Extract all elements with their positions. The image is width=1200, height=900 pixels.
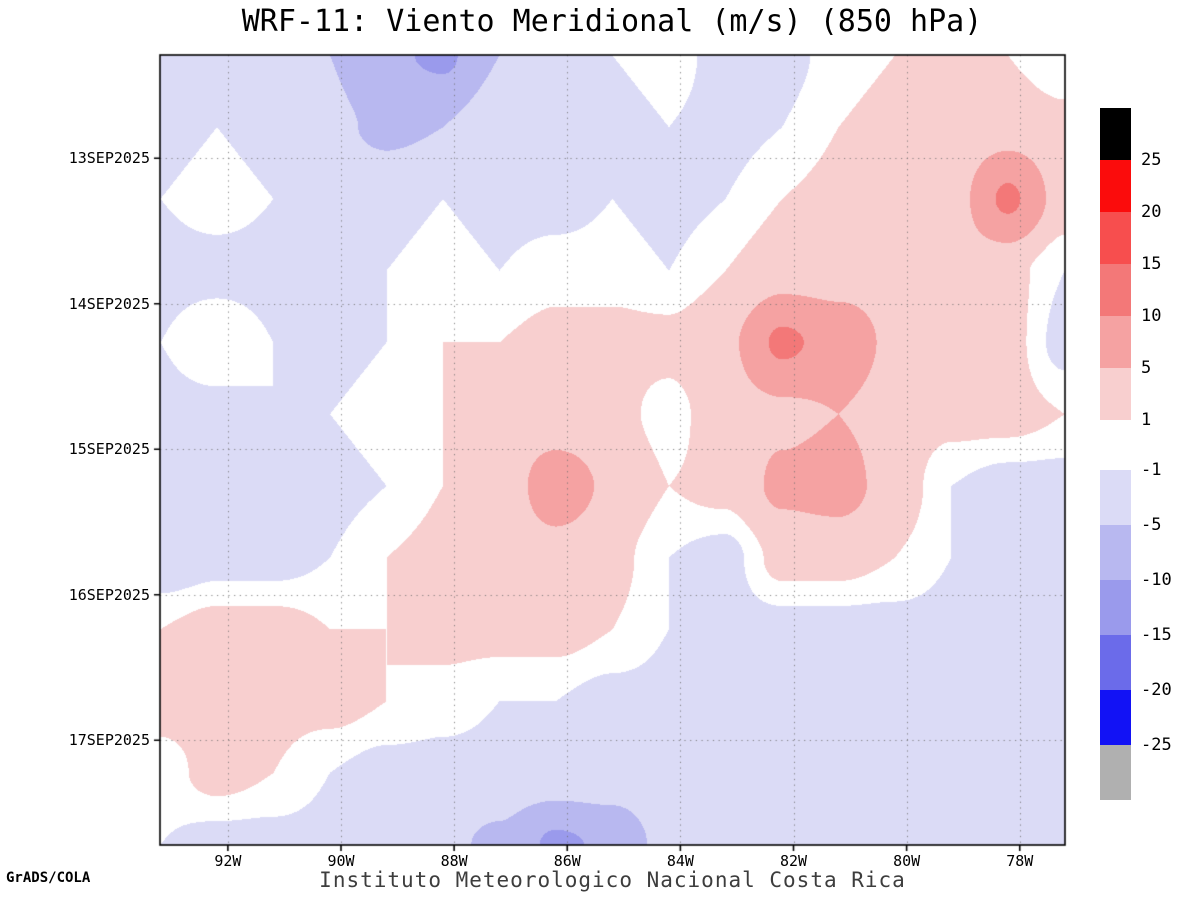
legend-colorbox [1100, 580, 1131, 635]
legend-label: -15 [1141, 625, 1172, 645]
y-tick-label: 15SEP2025 [68, 440, 150, 459]
legend-colorbox [1100, 635, 1131, 690]
legend-label: 15 [1141, 254, 1162, 274]
legend-label: 10 [1141, 306, 1162, 326]
legend-colorbox [1100, 160, 1131, 212]
y-tick-label: 13SEP2025 [68, 149, 150, 168]
y-tick-label: 17SEP2025 [68, 731, 150, 750]
grads-credit-label: GrADS/COLA [6, 870, 91, 886]
y-tick-label: 14SEP2025 [68, 294, 150, 313]
x-tick-label: 78W [1006, 852, 1034, 870]
legend-label: -25 [1141, 735, 1172, 755]
legend-label: -20 [1141, 680, 1172, 700]
x-tick-label: 90W [327, 852, 355, 870]
legend-colorbox [1100, 368, 1131, 420]
legend-label: 20 [1141, 202, 1162, 222]
legend-colorbox [1100, 745, 1131, 800]
legend-label: -5 [1141, 515, 1162, 535]
legend-label: 5 [1141, 358, 1152, 378]
legend-label: 25 [1141, 150, 1162, 170]
legend-label: -1 [1141, 460, 1162, 480]
y-tick-label: 16SEP2025 [68, 585, 150, 604]
chart-title: WRF-11: Viento Meridional (m/s) (850 hPa… [241, 4, 983, 39]
legend-colorbox [1100, 690, 1131, 745]
x-tick-label: 92W [214, 852, 242, 870]
legend-colorbox [1100, 212, 1131, 264]
legend-colorbox [1100, 264, 1131, 316]
legend-colorbox [1100, 316, 1131, 368]
legend-colorbox [1100, 108, 1131, 160]
x-tick-label: 88W [440, 852, 468, 870]
x-tick-label: 86W [553, 852, 581, 870]
legend-colorbox [1100, 525, 1131, 580]
legend-colorbox [1100, 470, 1131, 525]
legend-label: 1 [1141, 410, 1152, 430]
legend-label: -10 [1141, 570, 1172, 590]
x-tick-label: 80W [893, 852, 921, 870]
footer-caption: Instituto Meteorologico Nacional Costa R… [319, 868, 906, 892]
x-tick-label: 84W [666, 852, 694, 870]
x-tick-label: 82W [779, 852, 808, 870]
